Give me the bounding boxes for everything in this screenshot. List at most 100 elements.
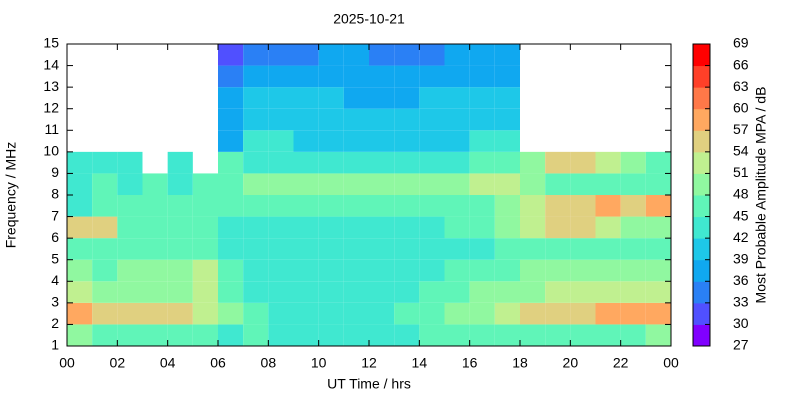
heatmap-cell [419, 281, 445, 303]
heatmap-cell [92, 281, 118, 303]
x-tick-label: 02 [110, 355, 126, 371]
heatmap-cell [494, 65, 520, 88]
heatmap-cell [520, 173, 546, 195]
y-tick-label: 11 [44, 121, 59, 137]
heatmap-cell [444, 216, 470, 239]
heatmap-cell [318, 151, 344, 174]
colorbar-tick-label: 45 [733, 207, 749, 223]
heatmap-cell [92, 173, 118, 195]
colorbar-tick-label: 63 [733, 78, 749, 94]
heatmap-cell [268, 151, 294, 174]
heatmap-cell [645, 151, 671, 174]
y-axis-label: Frequency / MHz [3, 142, 19, 249]
heatmap-cell [520, 302, 546, 325]
heatmap-cell [570, 173, 596, 195]
heatmap-cell [243, 281, 269, 303]
heatmap-cell [218, 44, 244, 66]
heatmap-cell [192, 173, 218, 195]
heatmap-cell [67, 216, 93, 239]
heatmap-cell [520, 238, 546, 260]
heatmap-cell [343, 65, 369, 88]
heatmap-cell [595, 173, 621, 195]
x-tick-label: 16 [462, 355, 478, 371]
colorbar-tick-label: 30 [733, 315, 749, 331]
heatmap-cell [645, 324, 671, 346]
heatmap-cell [595, 281, 621, 303]
heatmap-cell [369, 130, 395, 152]
heatmap-cell [268, 302, 294, 325]
colorbar-label: Most Probable Amplitude MPA / dB [753, 87, 769, 304]
colorbar-tick-label: 60 [733, 99, 749, 115]
heatmap-cell [419, 216, 445, 239]
heatmap-cell [369, 324, 395, 346]
heatmap-cell [167, 173, 193, 195]
heatmap-cell [268, 65, 294, 88]
heatmap-cell [167, 302, 193, 325]
colorbar-tick-label: 66 [733, 56, 749, 72]
heatmap-cell [369, 216, 395, 239]
heatmap-cell [620, 151, 646, 174]
heatmap-cell [444, 65, 470, 88]
heatmap-cell [444, 195, 470, 217]
heatmap-cell [117, 216, 143, 239]
colorbar-band [693, 108, 710, 131]
heatmap-cell [293, 65, 319, 88]
heatmap-cell [192, 216, 218, 239]
heatmap-cell [142, 173, 168, 195]
heatmap-cell [67, 238, 93, 260]
heatmap-cell [268, 281, 294, 303]
heatmap-cell [419, 65, 445, 88]
heatmap-cell [293, 238, 319, 260]
heatmap-cell [419, 87, 445, 109]
heatmap-cell [419, 108, 445, 131]
chart-title: 2025-10-21 [333, 11, 405, 27]
heatmap-cell [318, 173, 344, 195]
heatmap-cell [318, 195, 344, 217]
heatmap-cell [469, 130, 495, 152]
heatmap-cell [192, 195, 218, 217]
heatmap-cell [243, 216, 269, 239]
heatmap-cell [394, 238, 420, 260]
x-tick-label: 12 [361, 355, 377, 371]
colorbar-band [693, 87, 710, 110]
heatmap-cell [494, 151, 520, 174]
heatmap-cell [142, 302, 168, 325]
heatmap-cell [570, 281, 596, 303]
heatmap-cell [167, 195, 193, 217]
heatmap-cell [293, 44, 319, 66]
heatmap-cell [218, 130, 244, 152]
x-tick-label: 18 [512, 355, 528, 371]
colorbar-tick-label: 42 [733, 229, 749, 245]
heatmap-cell [142, 238, 168, 260]
heatmap-cell [369, 259, 395, 282]
heatmap-cell [520, 281, 546, 303]
heatmap-cell [92, 216, 118, 239]
heatmap-cell [142, 195, 168, 217]
heatmap-cell [494, 259, 520, 282]
heatmap-cell [243, 65, 269, 88]
heatmap-cell [545, 302, 571, 325]
heatmap-cell [343, 195, 369, 217]
heatmap-cell [469, 238, 495, 260]
heatmap-cell [218, 173, 244, 195]
colorbar-band [693, 259, 710, 282]
colorbar-band [693, 151, 710, 174]
heatmap-cell [494, 173, 520, 195]
heatmap-cell [243, 44, 269, 66]
heatmap-cell [243, 173, 269, 195]
heatmap-cell [570, 302, 596, 325]
heatmap-cell [444, 281, 470, 303]
heatmap-cell [369, 302, 395, 325]
heatmap-cell [570, 259, 596, 282]
heatmap-cell [494, 281, 520, 303]
heatmap-cell [419, 173, 445, 195]
heatmap-cell [243, 130, 269, 152]
heatmap-cell [167, 216, 193, 239]
heatmap-cell [67, 281, 93, 303]
heatmap-cell [444, 44, 470, 66]
colorbar-tick-label: 48 [733, 186, 749, 202]
heatmap-cell [469, 108, 495, 131]
heatmap-cell [620, 259, 646, 282]
heatmap-cell [469, 195, 495, 217]
heatmap-cell [218, 108, 244, 131]
